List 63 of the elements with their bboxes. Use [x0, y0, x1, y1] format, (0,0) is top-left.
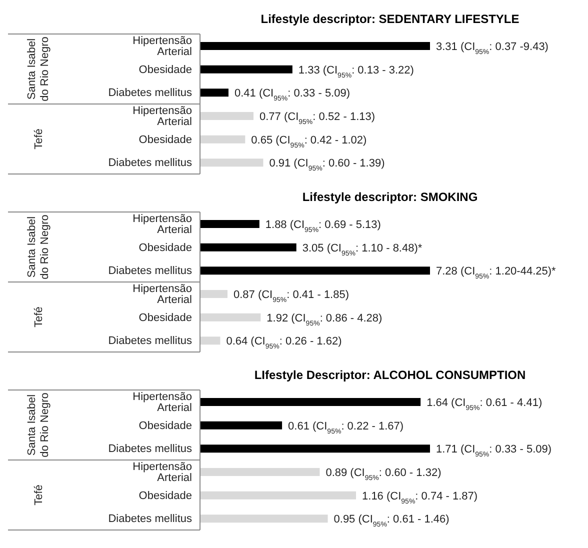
- data-label: 1.33 (CI$_{95%}$: 0.13 - 3.22): [298, 64, 414, 79]
- y-tick-label: Hipertensão Arterial: [132, 283, 192, 306]
- chart-title: Lifestyle descriptor: SEDENTARY LIFESTYLE: [260, 11, 520, 28]
- y-tick-label: Hipertensão Arterial: [132, 213, 192, 236]
- text: Santa Isabel do Rio Negro: [25, 214, 52, 282]
- data-label: 0.65 (CI$_{95%}$: 0.42 - 1.02): [251, 134, 367, 149]
- data-label: 7.28 (CI$_{95%}$: 1.20-44.25)*: [436, 266, 557, 280]
- bar: [200, 444, 430, 453]
- data-label: 1.64 (CI$_{95%}$: 0.61 - 4.41): [426, 397, 542, 412]
- y-tick-label: Diabetes mellitus: [108, 87, 192, 100]
- bar: [200, 398, 421, 406]
- bar: [200, 88, 228, 97]
- bar: [200, 42, 430, 50]
- data-label: 0.91 (CI$_{95%}$: 0.60 - 1.39): [269, 158, 385, 172]
- data-label: 0.64 (CI$_{95%}$: 0.26 - 1.62): [226, 336, 342, 350]
- y-tick-label: Hipertensão Arterial: [132, 391, 192, 414]
- y-tick-label: Obesidade: [138, 312, 192, 324]
- data-label: 3.31 (CI$_{95%}$: 0.37 -9.43): [436, 41, 548, 56]
- bar: [200, 243, 296, 252]
- bar: [200, 313, 261, 322]
- data-label: 0.41 (CI$_{95%}$: 0.33 - 5.09): [234, 88, 350, 102]
- bar: [200, 491, 356, 500]
- data-label: 1.88 (CI$_{95%}$: 0.69 - 5.13): [265, 219, 381, 234]
- data-label: 1.71 (CI$_{95%}$: 0.33 - 5.09): [436, 444, 552, 458]
- y-tick-label: Obesidade: [138, 420, 192, 432]
- text: Tefé: [32, 484, 46, 508]
- data-label: 1.92 (CI$_{95%}$: 0.86 - 4.28): [266, 312, 382, 327]
- bar: [200, 514, 328, 523]
- y-tick-label: Obesidade: [138, 134, 192, 146]
- text: Tefé: [32, 306, 46, 330]
- data-label: 0.89 (CI$_{95%}$: 0.60 - 1.32): [326, 467, 442, 482]
- y-tick-label: Diabetes mellitus: [108, 443, 192, 456]
- bar: [200, 421, 282, 430]
- bar: [200, 158, 264, 167]
- bar: [200, 336, 220, 345]
- y-tick-label: Diabetes mellitus: [108, 265, 192, 278]
- y-tick-label: Hipertensão Arterial: [132, 35, 192, 58]
- bar: [200, 135, 246, 144]
- bar: [200, 266, 430, 275]
- y-tick-label: Diabetes mellitus: [108, 157, 192, 170]
- bar: [200, 220, 260, 228]
- y-tick-label: Diabetes mellitus: [108, 335, 192, 348]
- text: Tefé: [32, 128, 46, 152]
- text: Santa Isabel do Rio Negro: [25, 392, 52, 460]
- data-label: 1.16 (CI$_{95%}$: 0.74 - 1.87): [362, 490, 478, 505]
- text: Santa Isabel do Rio Negro: [25, 36, 52, 104]
- y-tick-label: Hipertensão Arterial: [132, 461, 192, 484]
- bar: [200, 65, 292, 74]
- y-tick-label: Hipertensão Arterial: [132, 105, 192, 128]
- chart-title: LIfestyle Descriptor: ALCOHOL CONSUMPTION: [253, 367, 527, 384]
- bar: [200, 290, 228, 298]
- data-label: 0.61 (CI$_{95%}$: 0.22 - 1.67): [288, 420, 404, 435]
- data-label: 0.87 (CI$_{95%}$: 0.41 - 1.85): [233, 289, 350, 304]
- data-label: 0.95 (CI$_{95%}$: 0.61 - 1.46): [334, 514, 450, 528]
- y-tick-label: Obesidade: [138, 490, 192, 502]
- data-label: 0.77 (CI$_{95%}$: 0.52 - 1.13): [260, 111, 376, 126]
- bar: [200, 112, 254, 120]
- y-tick-label: Diabetes mellitus: [108, 513, 192, 526]
- y-tick-label: Obesidade: [138, 242, 192, 254]
- chart-title: Lifestyle descriptor: SMOKING: [301, 189, 479, 206]
- bar: [200, 468, 320, 476]
- data-label: 3.05 (CI$_{95%}$: 1.10 - 8.48)*: [302, 242, 423, 257]
- y-tick-label: Obesidade: [138, 64, 192, 76]
